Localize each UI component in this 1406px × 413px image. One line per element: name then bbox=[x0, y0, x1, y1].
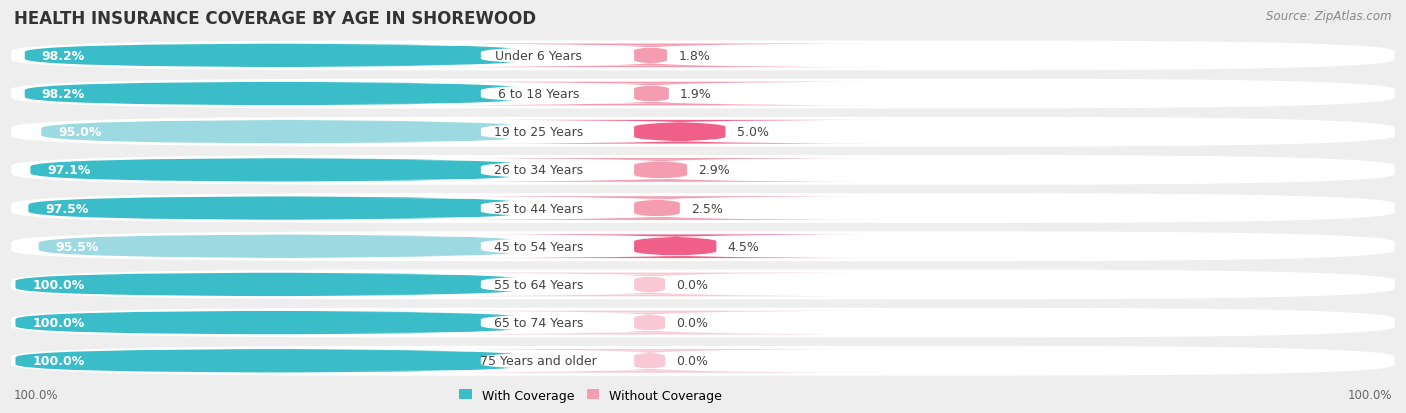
FancyBboxPatch shape bbox=[11, 118, 1395, 147]
FancyBboxPatch shape bbox=[11, 308, 1395, 338]
Text: 100.0%: 100.0% bbox=[14, 388, 59, 401]
Text: Source: ZipAtlas.com: Source: ZipAtlas.com bbox=[1267, 10, 1392, 23]
Text: 0.0%: 0.0% bbox=[676, 354, 709, 368]
FancyBboxPatch shape bbox=[11, 156, 1395, 185]
FancyBboxPatch shape bbox=[472, 121, 887, 144]
Text: 97.5%: 97.5% bbox=[45, 202, 89, 215]
Text: HEALTH INSURANCE COVERAGE BY AGE IN SHOREWOOD: HEALTH INSURANCE COVERAGE BY AGE IN SHOR… bbox=[14, 10, 536, 28]
Text: 100.0%: 100.0% bbox=[1347, 388, 1392, 401]
Text: 100.0%: 100.0% bbox=[32, 278, 84, 291]
FancyBboxPatch shape bbox=[15, 349, 531, 373]
FancyBboxPatch shape bbox=[343, 351, 734, 371]
FancyBboxPatch shape bbox=[11, 79, 1395, 109]
Text: 97.1%: 97.1% bbox=[48, 164, 90, 177]
FancyBboxPatch shape bbox=[15, 311, 531, 335]
Text: 95.5%: 95.5% bbox=[56, 240, 98, 253]
Legend: With Coverage, Without Coverage: With Coverage, Without Coverage bbox=[454, 384, 727, 407]
Text: 100.0%: 100.0% bbox=[32, 354, 84, 368]
Text: 0.0%: 0.0% bbox=[676, 278, 709, 291]
FancyBboxPatch shape bbox=[31, 159, 531, 182]
Text: 1.8%: 1.8% bbox=[678, 50, 710, 63]
FancyBboxPatch shape bbox=[343, 275, 734, 295]
FancyBboxPatch shape bbox=[412, 273, 887, 297]
FancyBboxPatch shape bbox=[11, 270, 1395, 299]
FancyBboxPatch shape bbox=[343, 122, 734, 142]
Text: 55 to 64 Years: 55 to 64 Years bbox=[494, 278, 583, 291]
FancyBboxPatch shape bbox=[412, 349, 887, 373]
FancyBboxPatch shape bbox=[413, 45, 887, 68]
Text: 65 to 74 Years: 65 to 74 Years bbox=[494, 316, 583, 329]
Text: 95.0%: 95.0% bbox=[58, 126, 101, 139]
FancyBboxPatch shape bbox=[39, 235, 531, 259]
Text: 2.5%: 2.5% bbox=[692, 202, 723, 215]
FancyBboxPatch shape bbox=[412, 311, 887, 335]
Text: Under 6 Years: Under 6 Years bbox=[495, 50, 582, 63]
Text: 45 to 54 Years: 45 to 54 Years bbox=[494, 240, 583, 253]
Text: 98.2%: 98.2% bbox=[42, 88, 84, 101]
FancyBboxPatch shape bbox=[343, 46, 734, 66]
FancyBboxPatch shape bbox=[427, 197, 887, 221]
FancyBboxPatch shape bbox=[343, 84, 734, 104]
FancyBboxPatch shape bbox=[11, 346, 1395, 376]
Text: 6 to 18 Years: 6 to 18 Years bbox=[498, 88, 579, 101]
Text: 4.5%: 4.5% bbox=[728, 240, 759, 253]
Text: 26 to 34 Years: 26 to 34 Years bbox=[494, 164, 583, 177]
FancyBboxPatch shape bbox=[25, 83, 531, 106]
FancyBboxPatch shape bbox=[464, 235, 887, 259]
FancyBboxPatch shape bbox=[25, 45, 531, 68]
FancyBboxPatch shape bbox=[11, 41, 1395, 71]
Text: 35 to 44 Years: 35 to 44 Years bbox=[494, 202, 583, 215]
FancyBboxPatch shape bbox=[343, 237, 734, 257]
Text: 75 Years and older: 75 Years and older bbox=[479, 354, 598, 368]
Text: 2.9%: 2.9% bbox=[699, 164, 730, 177]
FancyBboxPatch shape bbox=[11, 194, 1395, 223]
Text: 5.0%: 5.0% bbox=[737, 126, 769, 139]
FancyBboxPatch shape bbox=[343, 199, 734, 218]
Text: 0.0%: 0.0% bbox=[676, 316, 709, 329]
Text: 98.2%: 98.2% bbox=[42, 50, 84, 63]
FancyBboxPatch shape bbox=[343, 160, 734, 180]
Text: 1.9%: 1.9% bbox=[681, 88, 711, 101]
FancyBboxPatch shape bbox=[434, 159, 887, 182]
FancyBboxPatch shape bbox=[15, 273, 531, 297]
FancyBboxPatch shape bbox=[41, 121, 531, 144]
FancyBboxPatch shape bbox=[343, 313, 734, 333]
Text: 100.0%: 100.0% bbox=[32, 316, 84, 329]
Text: 19 to 25 Years: 19 to 25 Years bbox=[494, 126, 583, 139]
FancyBboxPatch shape bbox=[28, 197, 531, 221]
FancyBboxPatch shape bbox=[11, 232, 1395, 261]
FancyBboxPatch shape bbox=[416, 83, 887, 106]
